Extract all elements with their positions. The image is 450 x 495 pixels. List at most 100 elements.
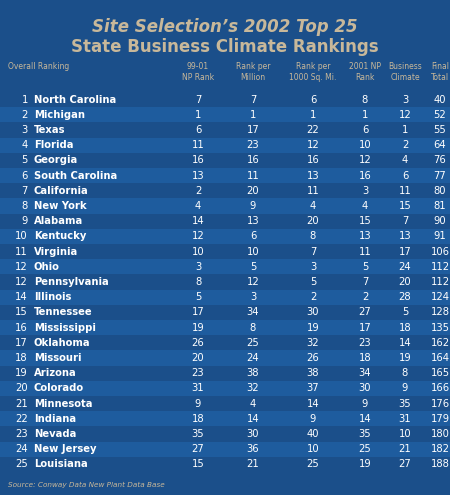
Text: 12: 12	[247, 277, 259, 287]
Text: 8: 8	[22, 201, 28, 211]
Text: Site Selection’s 2002 Top 25: Site Selection’s 2002 Top 25	[92, 18, 358, 36]
Text: 4: 4	[310, 201, 316, 211]
Text: 23: 23	[192, 368, 204, 378]
Text: 19: 19	[306, 323, 320, 333]
Text: 17: 17	[359, 323, 371, 333]
Text: 31: 31	[399, 414, 411, 424]
Text: 23: 23	[247, 140, 259, 150]
Text: South Carolina: South Carolina	[34, 171, 117, 181]
Text: 2: 2	[362, 292, 368, 302]
Text: 15: 15	[399, 201, 411, 211]
Text: Pennsylvania: Pennsylvania	[34, 277, 109, 287]
Text: 23: 23	[359, 338, 371, 348]
Text: 64: 64	[434, 140, 446, 150]
Text: 3: 3	[195, 262, 201, 272]
Text: 21: 21	[399, 444, 411, 454]
Text: 6: 6	[22, 171, 28, 181]
Text: Michigan: Michigan	[34, 110, 85, 120]
Text: Mississippi: Mississippi	[34, 323, 96, 333]
Text: 182: 182	[431, 444, 450, 454]
Text: Oklahoma: Oklahoma	[34, 338, 90, 348]
Text: 90: 90	[434, 216, 446, 226]
Text: 99-01
NP Rank: 99-01 NP Rank	[182, 62, 214, 82]
Text: 26: 26	[306, 353, 320, 363]
Text: 3: 3	[402, 95, 408, 104]
Text: 15: 15	[192, 459, 204, 469]
Bar	[0, 350, 450, 366]
Text: 12: 12	[15, 262, 28, 272]
Text: 27: 27	[359, 307, 371, 317]
Text: 32: 32	[307, 338, 320, 348]
Text: 37: 37	[307, 384, 320, 394]
Text: 2: 2	[22, 110, 28, 120]
Text: 11: 11	[15, 247, 28, 256]
Text: 11: 11	[306, 186, 320, 196]
Text: Virginia: Virginia	[34, 247, 78, 256]
Text: 21: 21	[247, 459, 259, 469]
Text: 16: 16	[359, 171, 371, 181]
Text: Texas: Texas	[34, 125, 66, 135]
Text: 12: 12	[359, 155, 371, 165]
Text: 27: 27	[399, 459, 411, 469]
Bar	[0, 259, 450, 274]
Text: 4: 4	[250, 398, 256, 408]
Text: 27: 27	[192, 444, 204, 454]
Text: 13: 13	[192, 171, 204, 181]
Text: 23: 23	[15, 429, 28, 439]
Text: 80: 80	[434, 186, 446, 196]
Bar	[0, 153, 450, 168]
Text: 16: 16	[306, 155, 320, 165]
Text: 36: 36	[247, 444, 259, 454]
Text: 112: 112	[431, 262, 450, 272]
Text: Colorado: Colorado	[34, 384, 84, 394]
Text: 2: 2	[310, 292, 316, 302]
Text: 18: 18	[192, 414, 204, 424]
Text: 5: 5	[195, 292, 201, 302]
Text: 11: 11	[247, 171, 259, 181]
Text: 34: 34	[247, 307, 259, 317]
Text: 5: 5	[402, 307, 408, 317]
Bar	[0, 411, 450, 426]
Text: 166: 166	[431, 384, 450, 394]
Text: 10: 10	[307, 444, 320, 454]
Bar	[0, 320, 450, 335]
Text: 165: 165	[431, 368, 450, 378]
Text: 30: 30	[247, 429, 259, 439]
Text: 14: 14	[15, 292, 28, 302]
Text: Ohio: Ohio	[34, 262, 60, 272]
Text: Louisiana: Louisiana	[34, 459, 88, 469]
Bar	[0, 138, 450, 153]
Bar	[0, 198, 450, 214]
Text: 5: 5	[22, 155, 28, 165]
Text: 77: 77	[434, 171, 446, 181]
Text: 8: 8	[362, 95, 368, 104]
Text: Arizona: Arizona	[34, 368, 77, 378]
Text: 9: 9	[195, 398, 201, 408]
Text: 40: 40	[434, 95, 446, 104]
Text: 17: 17	[192, 307, 204, 317]
Text: 18: 18	[399, 323, 411, 333]
Text: 7: 7	[310, 247, 316, 256]
Text: Source: Conway Data New Plant Data Base: Source: Conway Data New Plant Data Base	[8, 482, 165, 488]
Text: 128: 128	[431, 307, 450, 317]
Text: 1: 1	[310, 110, 316, 120]
Text: 16: 16	[247, 155, 259, 165]
Bar	[0, 381, 450, 396]
Text: 16: 16	[15, 323, 28, 333]
Text: 14: 14	[307, 398, 320, 408]
Text: 14: 14	[192, 216, 204, 226]
Text: Business
Climate: Business Climate	[388, 62, 422, 82]
Text: 38: 38	[247, 368, 259, 378]
Text: 11: 11	[399, 186, 411, 196]
Text: Minnesota: Minnesota	[34, 398, 93, 408]
Text: 14: 14	[359, 414, 371, 424]
Text: 34: 34	[359, 368, 371, 378]
Bar	[0, 122, 450, 138]
Text: 4: 4	[402, 155, 408, 165]
Text: 15: 15	[359, 216, 371, 226]
Text: Rank per
Million: Rank per Million	[236, 62, 270, 82]
Text: 5: 5	[362, 262, 368, 272]
Text: 81: 81	[434, 201, 446, 211]
Bar	[0, 396, 450, 411]
Text: 13: 13	[247, 216, 259, 226]
